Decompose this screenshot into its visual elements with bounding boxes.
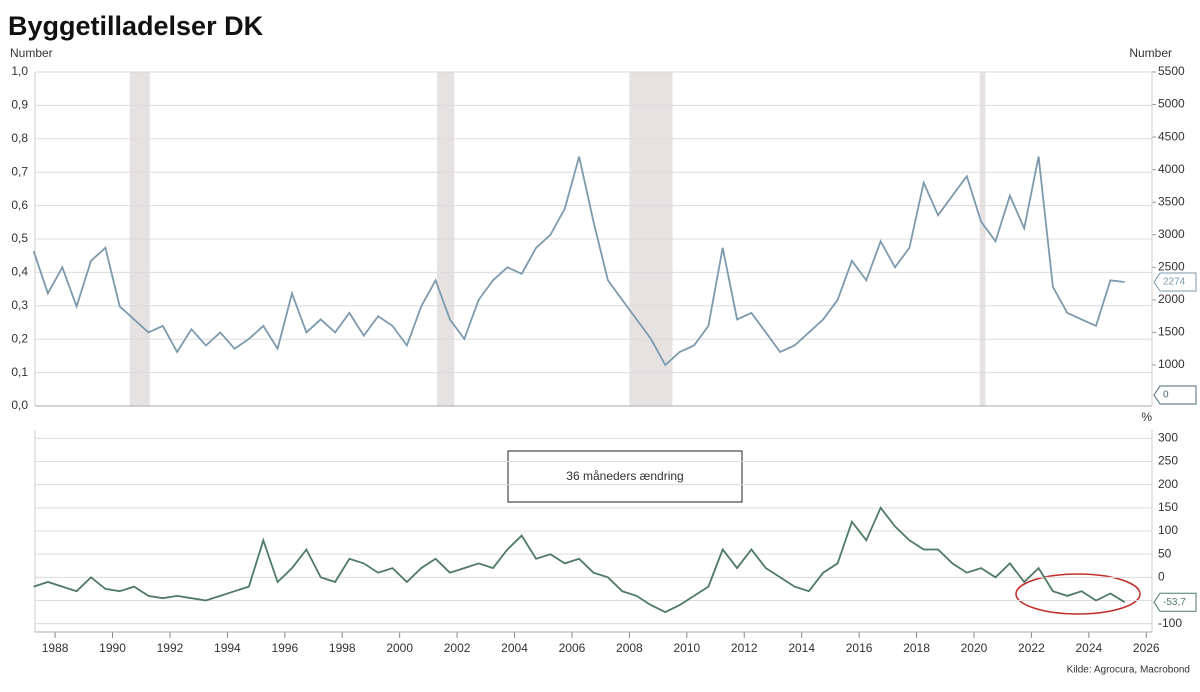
y-tick-label: 0,6: [11, 198, 28, 212]
highlight-ellipse: [1015, 573, 1141, 615]
y-tick-label: 0: [1158, 570, 1165, 584]
y2-tick-label: 5000: [1158, 97, 1185, 111]
x-tick-label: 2014: [788, 641, 815, 655]
y2-tick-label: 3500: [1158, 194, 1185, 208]
x-tick-label: 2006: [559, 641, 586, 655]
y2-tick-label: 4000: [1158, 162, 1185, 176]
value-tag-label: -53,7: [1163, 597, 1186, 608]
y-tick-label: 250: [1158, 454, 1178, 468]
y-tick-label: 150: [1158, 500, 1178, 514]
y-tick-label: 0,9: [11, 98, 28, 112]
y-tick-label: 0,7: [11, 164, 28, 178]
value-tag: [1153, 385, 1197, 405]
x-tick-label: 2012: [731, 641, 758, 655]
x-tick-label: 2002: [444, 641, 471, 655]
chart-title: Byggetilladelser DK: [8, 11, 264, 41]
x-tick-label: 2022: [1018, 641, 1045, 655]
y2-axis-label: Number: [1129, 46, 1172, 60]
value-tag-label: 2274: [1163, 277, 1186, 288]
x-tick-label: 1988: [42, 641, 69, 655]
y-tick-label: 300: [1158, 431, 1178, 445]
y-tick-label: 0,0: [11, 398, 28, 412]
annotation-box: [507, 450, 743, 503]
y-tick-label: 0,3: [11, 298, 28, 312]
x-tick-label: 2024: [1075, 641, 1102, 655]
y-tick-label: 200: [1158, 477, 1178, 491]
y2-tick-label: 3000: [1158, 227, 1185, 241]
y2-tick-label: 5500: [1158, 64, 1185, 78]
y-tick-label: 0,2: [11, 331, 28, 345]
line-series: [33, 506, 1126, 614]
y-axis-label: Number: [10, 46, 53, 60]
x-tick-label: 2010: [673, 641, 700, 655]
x-tick-label: 1992: [157, 641, 184, 655]
value-tag: [1153, 592, 1197, 612]
y2-tick-label: 1500: [1158, 325, 1185, 339]
x-tick-label: 1990: [99, 641, 126, 655]
x-tick-label: 2016: [846, 641, 873, 655]
y-tick-label: 1,0: [11, 64, 28, 78]
y-tick-label: 0,1: [11, 365, 28, 379]
y2-tick-label: 2500: [1158, 259, 1185, 273]
y2-tick-label: 1000: [1158, 357, 1185, 371]
line-series: [32, 156, 1125, 367]
y-tick-label: -100: [1158, 616, 1182, 630]
value-tag: [1153, 272, 1197, 292]
y-tick-label: 100: [1158, 523, 1178, 537]
y2-tick-label: 2000: [1158, 292, 1185, 306]
x-tick-label: 2004: [501, 641, 528, 655]
y2-tick-label: 4500: [1158, 129, 1185, 143]
x-tick-label: 1994: [214, 641, 241, 655]
x-tick-label: 2026: [1133, 641, 1160, 655]
x-tick-label: 2008: [616, 641, 643, 655]
y-tick-label: 50: [1158, 546, 1172, 560]
value-tag-label: 0: [1163, 390, 1169, 401]
x-tick-label: 2000: [386, 641, 413, 655]
x-tick-label: 2020: [961, 641, 988, 655]
y-axis-label: %: [1141, 410, 1152, 424]
source: Kilde: Agrocura, Macrobond: [1067, 665, 1190, 676]
y-tick-label: 0,4: [11, 265, 28, 279]
annotation: 36 måneders ændring: [566, 469, 683, 483]
x-tick-label: 1996: [271, 641, 298, 655]
x-tick-label: 2018: [903, 641, 930, 655]
y-tick-label: 0,8: [11, 131, 28, 145]
x-tick-label: 1998: [329, 641, 356, 655]
y-tick-label: 0,5: [11, 231, 28, 245]
